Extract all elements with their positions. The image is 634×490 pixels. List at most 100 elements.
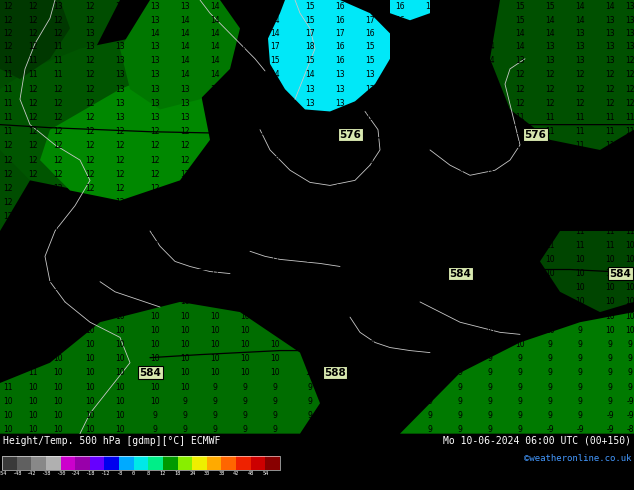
Text: 11: 11 [335,156,345,165]
Text: 10: 10 [3,397,13,406]
Text: 10: 10 [270,340,280,349]
Text: 12: 12 [85,99,94,108]
Text: 10: 10 [575,283,585,292]
Text: 11: 11 [485,198,495,207]
Text: 10: 10 [425,297,435,306]
Text: 9: 9 [427,411,432,420]
Text: 10: 10 [605,255,615,264]
Text: 10: 10 [210,354,220,363]
Text: 11: 11 [365,269,375,278]
Text: 10: 10 [455,255,465,264]
Text: 11: 11 [180,212,190,221]
Text: 11: 11 [115,255,125,264]
Text: 14: 14 [180,29,190,38]
Text: 12: 12 [485,99,495,108]
Text: 11: 11 [575,226,585,236]
Text: 16: 16 [335,1,345,11]
Text: 10: 10 [305,368,315,377]
Text: 15: 15 [305,1,315,11]
Text: 54: 54 [262,471,268,476]
Text: -9: -9 [606,411,614,420]
Text: 584: 584 [139,368,161,378]
Text: 11: 11 [605,156,615,165]
Text: 10: 10 [395,297,405,306]
Text: 13: 13 [305,99,315,108]
Text: -18: -18 [85,471,94,476]
Text: 8: 8 [146,471,150,476]
Text: -9: -9 [576,425,584,434]
Text: 15: 15 [270,56,280,65]
Text: 13: 13 [150,99,160,108]
Text: 13: 13 [485,71,495,79]
Text: 14: 14 [210,29,220,38]
Polygon shape [40,69,210,200]
Text: 11: 11 [575,198,585,207]
Bar [2,456,16,470]
Text: 10: 10 [180,368,190,377]
Text: 10: 10 [575,297,585,306]
Text: 11: 11 [210,269,220,278]
Text: 12: 12 [29,255,38,264]
Text: 12: 12 [575,85,585,94]
Text: 11: 11 [180,255,190,264]
Text: 10: 10 [305,340,315,349]
Text: 10: 10 [150,326,160,335]
Text: 10: 10 [455,297,465,306]
Text: 12: 12 [515,85,525,94]
Bar [250,456,266,470]
Text: 13: 13 [150,42,160,51]
Text: 12: 12 [305,142,314,150]
Text: 10: 10 [545,297,555,306]
Text: 13: 13 [625,29,634,38]
Text: 11: 11 [515,156,525,165]
Text: 12: 12 [29,99,38,108]
Text: 9: 9 [427,383,432,392]
Bar [207,456,221,470]
Text: 12: 12 [270,142,280,150]
Text: -9: -9 [626,411,634,420]
Bar [2,456,280,470]
Text: 11: 11 [53,312,63,320]
Text: 10: 10 [625,269,634,278]
Text: 11: 11 [605,127,615,136]
Text: 12: 12 [365,113,375,122]
Text: 10: 10 [150,340,160,349]
Text: 13: 13 [180,99,190,108]
Text: 11: 11 [455,198,465,207]
Text: 11: 11 [3,71,13,79]
Text: 10: 10 [85,383,95,392]
Text: 588: 588 [324,368,346,378]
Text: 12: 12 [150,184,160,193]
Text: 12: 12 [29,241,38,250]
Text: 12: 12 [3,1,13,11]
Text: 11: 11 [3,326,13,335]
Text: 10: 10 [150,354,160,363]
Text: 11: 11 [605,226,615,236]
Text: 11: 11 [180,269,190,278]
Text: 12: 12 [29,1,38,11]
Text: 9: 9 [578,368,583,377]
Text: 10: 10 [210,340,220,349]
Text: 10: 10 [180,297,190,306]
Text: 9: 9 [427,425,432,434]
Text: 13: 13 [625,42,634,51]
Text: -8: -8 [626,425,634,434]
Text: 16: 16 [365,29,375,38]
Text: 13: 13 [425,85,435,94]
Text: 11: 11 [455,241,465,250]
Text: 11: 11 [515,142,525,150]
Text: 10: 10 [395,255,405,264]
Text: 9: 9 [212,383,217,392]
Text: 10: 10 [210,283,220,292]
Text: 10: 10 [85,397,95,406]
Text: 11: 11 [515,241,525,250]
Text: 12: 12 [240,156,250,165]
Text: 11: 11 [485,212,495,221]
Text: 11: 11 [545,184,555,193]
Text: 10: 10 [515,312,525,320]
Text: 9: 9 [607,397,612,406]
Text: 12: 12 [545,85,555,94]
Text: 13: 13 [150,113,160,122]
Text: 9: 9 [628,354,633,363]
Text: 11: 11 [365,156,375,165]
